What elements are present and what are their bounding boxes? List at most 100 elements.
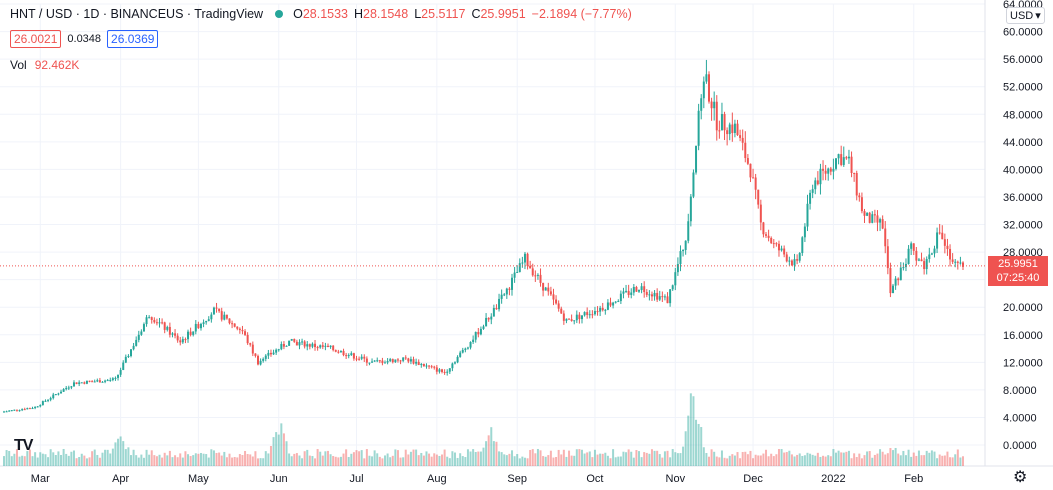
candle-body (285, 345, 288, 347)
candle-body (93, 381, 96, 383)
candle-body (547, 287, 550, 292)
candle-body (640, 286, 643, 291)
volume-bar (723, 457, 726, 466)
candle-body (894, 278, 897, 286)
candle-body (601, 307, 604, 311)
candle-body (34, 406, 37, 409)
volume-bar (23, 456, 26, 466)
volume-bar (557, 449, 560, 466)
candle-body (249, 343, 252, 345)
candle-body (223, 314, 226, 320)
volume-bar (464, 457, 467, 466)
volume-bar (832, 449, 835, 466)
candle-body (557, 303, 560, 309)
volume-bar (3, 456, 5, 466)
volume-bar (453, 452, 456, 466)
volume-bar (85, 458, 88, 466)
low-label: L (414, 7, 422, 21)
candle-body (246, 334, 249, 344)
candle-body (391, 359, 394, 363)
volume-bar (941, 455, 944, 466)
candle-body (568, 318, 571, 320)
volume-bar (303, 451, 306, 466)
volume-bar (399, 457, 402, 466)
candle-body (850, 156, 853, 173)
volume-bar (184, 451, 187, 466)
volume-bar (568, 450, 571, 466)
candle-body (650, 294, 653, 297)
candle-body (210, 314, 213, 320)
volume-bar (461, 456, 464, 466)
candle-body (928, 254, 931, 260)
volume-bar (404, 449, 407, 466)
candle-body (482, 326, 485, 329)
volume-value: 92.462K (34, 58, 80, 72)
volume-bar (451, 451, 454, 466)
candle-body (49, 398, 52, 400)
candle-body (145, 317, 148, 325)
volume-bar (124, 449, 127, 466)
candle-body (163, 322, 166, 330)
volume-bar (228, 453, 231, 466)
candle-body (697, 110, 700, 146)
y-tick-label: 32.0000 (1003, 220, 1043, 232)
volume-bar (93, 449, 96, 466)
volume-bar (733, 455, 736, 466)
low-value: 25.5117 (421, 7, 466, 21)
volume-bar (604, 452, 607, 466)
bid-box[interactable]: 26.0021 (10, 30, 62, 48)
volume-bar (412, 449, 415, 466)
volume-bar (41, 453, 44, 466)
volume-bar (855, 457, 858, 466)
candle-body (612, 302, 615, 306)
candle-body (142, 324, 145, 332)
tradingview-logo[interactable]: TV (14, 437, 33, 454)
volume-bar (233, 457, 236, 466)
volume-bar (868, 451, 871, 466)
volume-bar (707, 456, 710, 466)
gear-icon[interactable]: ⚙ (1013, 469, 1028, 486)
volume-bar (122, 441, 125, 466)
candle-body (407, 358, 410, 362)
candle-body (303, 341, 306, 347)
volume-bar (718, 457, 721, 466)
volume-bar (879, 449, 882, 466)
candle-body (192, 331, 195, 335)
volume-bar (596, 454, 599, 466)
volume-bar (417, 455, 420, 466)
candle-body (565, 318, 568, 321)
volume-bar (57, 451, 60, 466)
volume-bar (539, 450, 542, 466)
ask-box[interactable]: 26.0369 (107, 30, 159, 48)
candle-body (334, 350, 337, 352)
volume-bar (202, 453, 205, 466)
volume-bar (443, 449, 446, 466)
candle-body (477, 332, 480, 335)
currency-selector[interactable]: USD ▾ (1006, 7, 1045, 24)
candle-body (88, 380, 91, 382)
volume-bar (109, 453, 112, 466)
candle-body (262, 358, 265, 361)
candle-body (389, 359, 392, 362)
volume-bar (586, 452, 589, 466)
candle-body (744, 142, 747, 159)
candle-body (695, 145, 698, 173)
y-tick-label: 40.0000 (1003, 164, 1043, 176)
candle-body (314, 343, 317, 348)
candle-body (606, 302, 609, 310)
symbol-title[interactable]: HNT / USD · 1D · BINANCEUS · TradingView (10, 7, 264, 21)
volume-bar (26, 451, 29, 466)
volume-bar (298, 455, 301, 466)
volume-bar (632, 457, 635, 466)
volume-bar (682, 446, 685, 466)
volume-bar (897, 453, 900, 466)
volume-bar (583, 453, 586, 466)
volume-bar (326, 450, 329, 466)
volume-bar (573, 455, 576, 466)
volume-bar (485, 441, 488, 466)
volume-bar (466, 449, 469, 466)
candle-body (67, 387, 70, 389)
candle-body (570, 319, 573, 321)
candle-body (536, 274, 539, 276)
